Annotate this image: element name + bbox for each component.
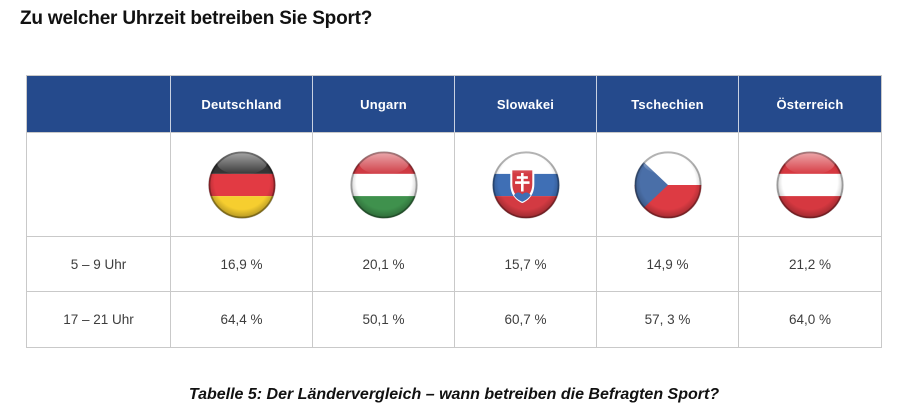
row-label-17-21-uhr: 17 – 21 Uhr: [27, 292, 171, 347]
page-title: Zu welcher Uhrzeit betreiben Sie Sport?: [20, 8, 373, 29]
flag-cell-slovakia: [455, 133, 597, 237]
flag-cell-austria: [739, 133, 881, 237]
value-17-21-deutschland: 64,4 %: [171, 292, 313, 347]
row-label-5-9-uhr: 5 – 9 Uhr: [27, 237, 171, 292]
col-header-slowakei: Slowakei: [455, 76, 597, 133]
slovakia-flag-icon: [491, 150, 560, 219]
hungary-flag-icon: [349, 150, 418, 219]
flag-cell-czech-republic: [597, 133, 739, 237]
col-header-tschechien: Tschechien: [597, 76, 739, 133]
col-header-oesterreich: Österreich: [739, 76, 881, 133]
germany-flag-icon: [207, 150, 276, 219]
header-cell-empty: [27, 76, 171, 133]
austria-flag-icon: [776, 150, 844, 219]
value-5-9-tschechien: 14,9 %: [597, 237, 739, 292]
flag-cell-hungary: [313, 133, 455, 237]
value-17-21-oesterreich: 64,0 %: [739, 292, 881, 347]
col-header-deutschland: Deutschland: [171, 76, 313, 133]
value-17-21-slowakei: 60,7 %: [455, 292, 597, 347]
flag-cell-empty: [27, 133, 171, 237]
col-header-ungarn: Ungarn: [313, 76, 455, 133]
czech-republic-flag-icon: [633, 150, 702, 219]
value-17-21-tschechien: 57, 3 %: [597, 292, 739, 347]
table-caption: Tabelle 5: Der Ländervergleich – wann be…: [188, 386, 720, 403]
flag-cell-germany: [171, 133, 313, 237]
value-5-9-deutschland: 16,9 %: [171, 237, 313, 292]
value-5-9-oesterreich: 21,2 %: [739, 237, 881, 292]
value-5-9-ungarn: 20,1 %: [313, 237, 455, 292]
country-comparison-table: Deutschland Ungarn Slowakei Tschechien Ö…: [26, 75, 882, 348]
value-5-9-slowakei: 15,7 %: [455, 237, 597, 292]
value-17-21-ungarn: 50,1 %: [313, 292, 455, 347]
